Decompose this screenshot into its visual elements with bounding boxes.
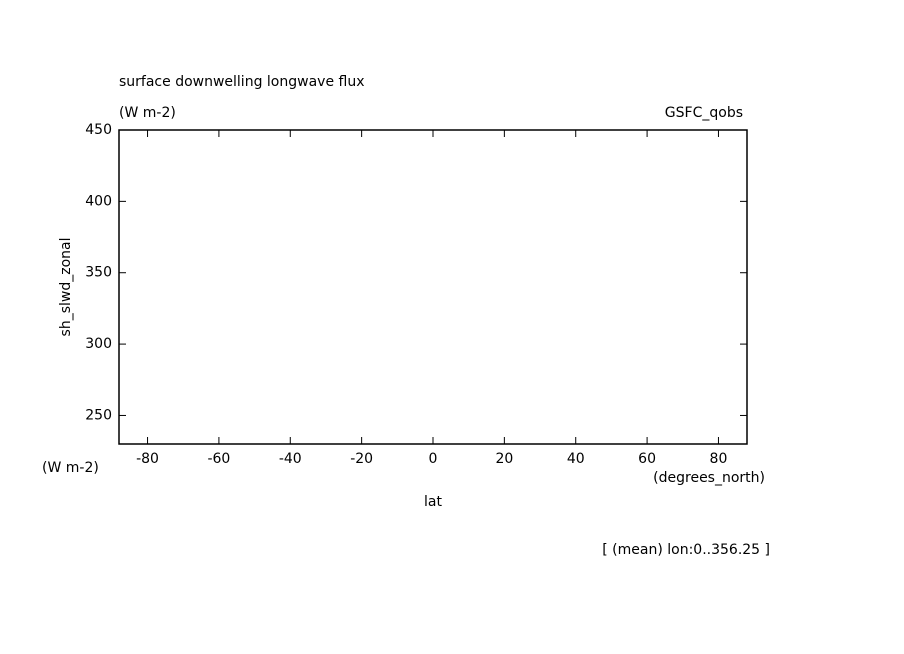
y-tick-label: 250	[85, 407, 112, 423]
plot-frame	[118, 129, 748, 445]
y-axis-label: sh_slwd_zonal	[58, 238, 74, 337]
y-tick-label: 400	[85, 193, 112, 209]
chart-subtitle: (W m-2)	[119, 105, 176, 121]
x-tick-label: 0	[429, 451, 438, 467]
x-units: (degrees_north)	[653, 470, 765, 486]
x-tick-label: 60	[638, 451, 656, 467]
x-tick-label: -80	[136, 451, 159, 467]
x-tick-label: -40	[279, 451, 302, 467]
x-tick-label: -20	[350, 451, 373, 467]
x-tick-label: 20	[495, 451, 513, 467]
chart-title: surface downwelling longwave flux	[119, 74, 364, 90]
y-tick-label: 300	[85, 336, 112, 352]
y-tick-label: 450	[85, 122, 112, 138]
x-tick-label: 80	[710, 451, 728, 467]
y-units: (W m-2)	[42, 460, 99, 476]
x-axis-label: lat	[424, 494, 442, 510]
footnote: [ (mean) lon:0..356.25 ]	[602, 542, 770, 558]
x-tick-label: 40	[567, 451, 585, 467]
dataset-label: GSFC_qobs	[665, 105, 743, 121]
x-tick-label: -60	[207, 451, 230, 467]
y-tick-label: 350	[85, 265, 112, 281]
